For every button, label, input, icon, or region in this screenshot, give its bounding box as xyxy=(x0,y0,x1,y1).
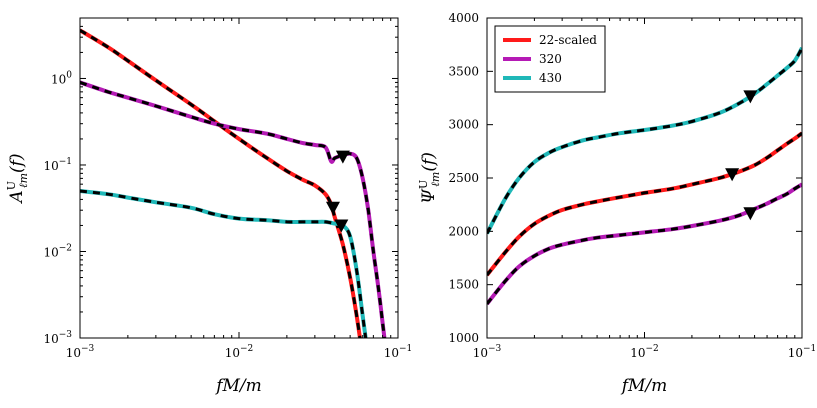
series-430-line xyxy=(487,46,802,235)
series-22-scaled-line xyxy=(80,28,362,338)
series-320-marker xyxy=(335,150,350,164)
x-tick-label: 10−1 xyxy=(788,344,817,360)
y-tick-label: 10−2 xyxy=(43,243,72,259)
series-320-reference-dashed-line xyxy=(80,80,386,338)
y-tick-label: 3500 xyxy=(448,64,479,78)
y-tick-label: 1500 xyxy=(448,278,479,292)
y-tick-label: 1000 xyxy=(448,331,479,345)
y-axis-label: ΨUℓm(f) xyxy=(417,152,442,204)
y-axis: 10−3 10−2 10−1 100 xyxy=(43,17,398,346)
axes-frame xyxy=(79,17,399,339)
series-430-reference-dashed-line xyxy=(80,189,368,338)
series-320-marker xyxy=(743,207,758,221)
series-22-scaled-reference-dashed-line xyxy=(80,29,362,338)
phase-panel: 10−3 10−2 10−1 1000 1500 2000 2500 3000 3500 4000… xyxy=(417,11,816,396)
y-axis-label: AUℓm(f) xyxy=(5,153,30,204)
x-axis-label: fM/m xyxy=(620,376,668,396)
series-320-reference-dashed-line xyxy=(487,183,802,305)
x-axis-label: fM/m xyxy=(214,376,262,396)
y-tick-label: 2500 xyxy=(448,171,479,185)
legend: 22-scaled 320 430 xyxy=(494,25,606,93)
y-tick-label: 2000 xyxy=(448,224,479,238)
x-tick-label: 10−2 xyxy=(630,344,659,360)
series-22-scaled-marker xyxy=(725,168,740,182)
plot-area xyxy=(80,28,387,338)
series-430-marker xyxy=(334,219,349,233)
x-tick-label: 10−1 xyxy=(384,344,413,360)
y-tick-label: 100 xyxy=(51,70,72,86)
series-22-scaled-reference-dashed-line xyxy=(487,132,802,277)
y-tick-label: 4000 xyxy=(448,11,479,25)
x-tick-label: 10−3 xyxy=(473,344,502,360)
series-22-scaled-marker xyxy=(325,201,340,215)
y-tick-label: 10−3 xyxy=(43,330,72,346)
series-320-line xyxy=(487,182,802,306)
series-430-marker xyxy=(743,90,758,104)
plot-area xyxy=(487,46,802,306)
series-430-line xyxy=(80,189,368,338)
y-axis: 1000 1500 2000 2500 3000 3500 4000 xyxy=(448,11,802,345)
amplitude-panel: 10−3 10−2 10−1 10−3 10−2 10−1 100 fM/m AUℓm(f) xyxy=(5,17,413,396)
y-tick-label: 10−1 xyxy=(43,157,72,173)
y-tick-label: 3000 xyxy=(448,118,479,132)
legend-label: 430 xyxy=(539,71,562,85)
legend-label: 320 xyxy=(539,52,562,66)
x-tick-label: 10−3 xyxy=(66,344,95,360)
legend-label: 22-scaled xyxy=(539,33,597,47)
x-tick-label: 10−2 xyxy=(225,344,254,360)
